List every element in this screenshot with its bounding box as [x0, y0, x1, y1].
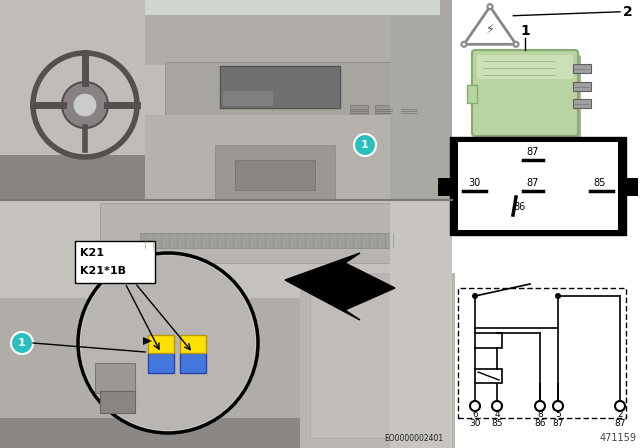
- Circle shape: [11, 332, 33, 354]
- Bar: [310, 283, 445, 438]
- Bar: [148, 353, 174, 373]
- Bar: [100, 203, 440, 263]
- Text: 8: 8: [537, 409, 543, 418]
- Bar: [75, 241, 155, 283]
- Bar: [235, 160, 315, 190]
- Text: ⚡: ⚡: [486, 22, 494, 35]
- Text: 30: 30: [469, 418, 481, 427]
- Bar: [300, 273, 455, 448]
- Bar: [400, 105, 418, 115]
- Circle shape: [513, 42, 518, 47]
- Bar: [0, 418, 300, 448]
- Bar: [165, 62, 425, 120]
- FancyBboxPatch shape: [477, 55, 581, 139]
- Text: 87: 87: [527, 178, 539, 188]
- Bar: [450, 137, 626, 235]
- Text: 471159: 471159: [600, 433, 637, 443]
- Bar: [140, 233, 400, 248]
- Text: EO0000002401: EO0000002401: [384, 434, 443, 443]
- Bar: [145, 0, 440, 15]
- Text: 1: 1: [18, 338, 26, 348]
- Circle shape: [488, 4, 493, 9]
- Circle shape: [354, 134, 376, 156]
- Bar: [0, 200, 452, 298]
- Bar: [350, 105, 368, 115]
- Circle shape: [492, 401, 502, 411]
- Text: 1: 1: [361, 140, 369, 150]
- Bar: [0, 200, 452, 448]
- Bar: [623, 178, 638, 196]
- Text: 87: 87: [552, 418, 564, 427]
- Text: 85: 85: [492, 418, 503, 427]
- Polygon shape: [285, 253, 395, 320]
- Bar: [573, 99, 591, 108]
- Bar: [145, 5, 445, 65]
- Text: 87: 87: [527, 147, 539, 157]
- Bar: [438, 178, 453, 196]
- Circle shape: [78, 253, 258, 433]
- Text: 2: 2: [617, 409, 623, 418]
- Circle shape: [63, 83, 107, 127]
- Bar: [573, 82, 591, 91]
- Text: 4: 4: [494, 409, 500, 418]
- Circle shape: [555, 293, 561, 299]
- Circle shape: [81, 256, 255, 430]
- Bar: [0, 155, 452, 200]
- FancyBboxPatch shape: [477, 55, 573, 79]
- Text: 1: 1: [520, 24, 530, 38]
- Polygon shape: [143, 337, 152, 345]
- Bar: [100, 391, 135, 413]
- Text: 5: 5: [555, 409, 561, 418]
- Bar: [220, 66, 340, 108]
- Text: 86: 86: [514, 202, 526, 212]
- Bar: [215, 145, 335, 200]
- Bar: [390, 200, 452, 448]
- Text: 6: 6: [472, 409, 478, 418]
- Bar: [458, 142, 618, 230]
- Bar: [0, 0, 452, 200]
- Bar: [180, 335, 206, 353]
- Text: 2: 2: [623, 5, 633, 19]
- Text: K21: K21: [80, 248, 104, 258]
- Circle shape: [535, 401, 545, 411]
- Bar: [390, 0, 452, 200]
- Circle shape: [470, 401, 480, 411]
- Bar: [95, 363, 135, 393]
- Bar: [375, 105, 393, 115]
- Circle shape: [472, 293, 478, 299]
- Bar: [573, 64, 591, 73]
- Bar: [458, 288, 626, 418]
- Bar: [475, 369, 502, 383]
- Circle shape: [461, 42, 467, 47]
- Text: 30: 30: [468, 178, 480, 188]
- Bar: [467, 85, 477, 103]
- Bar: [475, 333, 502, 348]
- Bar: [180, 353, 206, 373]
- Bar: [223, 91, 273, 106]
- Text: K21*1B: K21*1B: [80, 266, 126, 276]
- Bar: [145, 115, 450, 200]
- Text: 87: 87: [614, 418, 626, 427]
- Text: 85: 85: [594, 178, 606, 188]
- Polygon shape: [464, 7, 516, 44]
- Text: 86: 86: [534, 418, 546, 427]
- FancyBboxPatch shape: [472, 50, 578, 136]
- Circle shape: [615, 401, 625, 411]
- Circle shape: [73, 93, 97, 117]
- Circle shape: [553, 401, 563, 411]
- Bar: [148, 335, 174, 353]
